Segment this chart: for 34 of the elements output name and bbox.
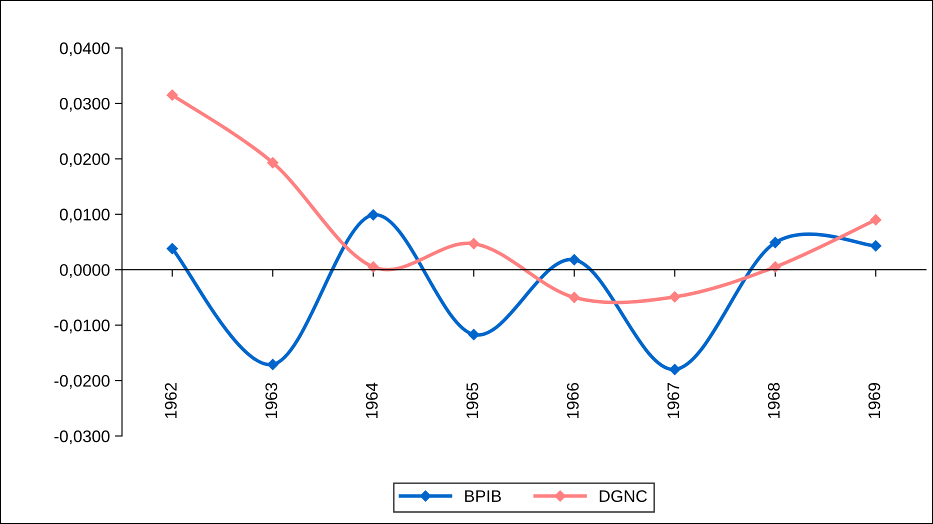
x-tick-label: 1969 bbox=[868, 383, 880, 418]
x-tick-label: 1962 bbox=[164, 383, 177, 418]
point bbox=[870, 214, 882, 226]
y-tick-label: 0,0000 bbox=[60, 264, 110, 278]
point bbox=[669, 364, 680, 376]
y-tick-label: 0,0300 bbox=[60, 98, 110, 112]
point bbox=[770, 261, 781, 273]
y-tick-label: -0,0200 bbox=[54, 374, 110, 389]
x-tick-label: 1964 bbox=[366, 382, 378, 418]
point bbox=[669, 291, 680, 302]
point bbox=[267, 157, 278, 168]
point bbox=[568, 254, 580, 266]
point bbox=[166, 243, 178, 254]
y-tick-label: 0,0100 bbox=[60, 208, 110, 222]
y-tick-label: -0,0100 bbox=[54, 320, 110, 334]
point bbox=[368, 261, 379, 273]
x-tick-label: 1967 bbox=[667, 383, 680, 418]
x-tick-label: 1963 bbox=[265, 382, 278, 418]
point bbox=[568, 292, 580, 304]
legend-label: BPIB bbox=[465, 490, 501, 502]
point bbox=[870, 240, 882, 252]
y-tick-label: -0,0300 bbox=[54, 430, 110, 444]
y-tick-label: 0,0400 bbox=[60, 42, 110, 56]
point bbox=[468, 238, 480, 250]
point bbox=[468, 328, 480, 340]
x-tick-label: 1968 bbox=[768, 382, 780, 418]
x-tick-label: 1966 bbox=[566, 382, 579, 418]
x-tick-label: 1965 bbox=[466, 382, 478, 418]
legend-label: DGNC bbox=[600, 490, 647, 502]
point bbox=[166, 90, 178, 101]
point bbox=[267, 358, 278, 370]
point bbox=[770, 236, 781, 248]
point bbox=[368, 209, 379, 220]
y-tick-label: 0,0200 bbox=[60, 153, 110, 168]
